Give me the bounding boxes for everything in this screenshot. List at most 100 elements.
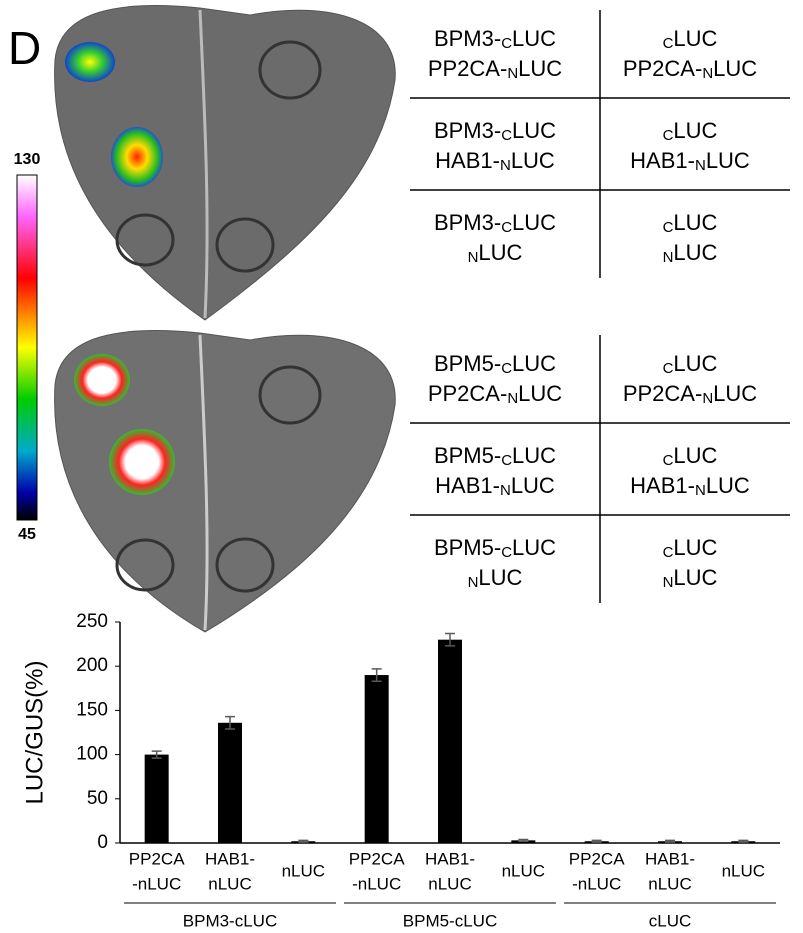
table-cell-line: CLUC bbox=[663, 535, 718, 562]
text-segment: PP2CA- bbox=[428, 381, 507, 406]
text-segment: PP2CA- bbox=[623, 381, 702, 406]
text-segment: PP2CA- bbox=[623, 56, 702, 81]
x-tick-label: PP2CA bbox=[569, 849, 625, 868]
x-tick-label: HAB1- bbox=[205, 849, 255, 868]
subscript: C bbox=[663, 452, 674, 469]
bar bbox=[218, 723, 242, 843]
x-tick-label: nLUC bbox=[282, 861, 325, 880]
x-tick-label: HAB1- bbox=[645, 849, 695, 868]
subscript: N bbox=[663, 249, 674, 266]
text-segment: LUC bbox=[478, 565, 522, 590]
leaf-bottom bbox=[55, 331, 396, 632]
subscript: C bbox=[663, 544, 674, 561]
bar bbox=[365, 675, 389, 843]
text-segment: LUC bbox=[512, 535, 556, 560]
text-segment: LUC bbox=[673, 535, 717, 560]
subscript: C bbox=[501, 35, 512, 52]
subscript: N bbox=[468, 574, 479, 591]
x-tick-label: nLUC bbox=[502, 861, 545, 880]
text-segment: LUC bbox=[706, 473, 750, 498]
text-segment: BPM3- bbox=[434, 118, 501, 143]
subscript: N bbox=[468, 249, 479, 266]
text-segment: PP2CA- bbox=[428, 56, 507, 81]
table-cell-line: HAB1-NLUC bbox=[630, 473, 750, 500]
subscript: C bbox=[501, 219, 512, 236]
table-cell-line: BPM3-CLUC bbox=[434, 210, 556, 237]
subscript: N bbox=[695, 157, 706, 174]
text-segment: LUC bbox=[713, 381, 757, 406]
table-cell-line: HAB1-NLUC bbox=[435, 148, 555, 175]
text-segment: LUC bbox=[673, 210, 717, 235]
x-tick-label: nLUC bbox=[648, 874, 691, 893]
x-tick-label: nLUC bbox=[208, 874, 251, 893]
table-cell-line: NLUC bbox=[663, 565, 718, 592]
subscript: C bbox=[663, 35, 674, 52]
y-axis-title: LUC/GUS(%) bbox=[21, 660, 48, 804]
text-segment: LUC bbox=[673, 118, 717, 143]
text-segment: LUC bbox=[511, 148, 555, 173]
text-segment: LUC bbox=[511, 473, 555, 498]
x-tick-label: PP2CA bbox=[129, 849, 185, 868]
y-tick-label: 100 bbox=[76, 744, 108, 765]
x-tick-label: nLUC bbox=[722, 861, 765, 880]
table-cell-line: BPM3-CLUC bbox=[434, 26, 556, 53]
subscript: N bbox=[500, 482, 511, 499]
y-tick-label: 50 bbox=[87, 788, 108, 809]
bar bbox=[145, 755, 169, 843]
table-cell-line: PP2CA-NLUC bbox=[623, 56, 757, 83]
text-segment: LUC bbox=[713, 56, 757, 81]
subscript: N bbox=[695, 482, 706, 499]
colorbar-max: 130 bbox=[14, 151, 41, 168]
figure: D 130 45 BPM3-CLUCPP2CA-NLUCCLUCPP2CA-NL… bbox=[0, 0, 803, 933]
subscript: N bbox=[500, 157, 511, 174]
colorbar-min: 45 bbox=[18, 526, 36, 543]
table-cell-line: PP2CA-NLUC bbox=[428, 381, 562, 408]
x-tick-label: -nLUC bbox=[352, 874, 401, 893]
text-segment: BPM3- bbox=[434, 26, 501, 51]
text-segment: LUC bbox=[518, 56, 562, 81]
subscript: N bbox=[663, 574, 674, 591]
text-segment: LUC bbox=[512, 118, 556, 143]
text-segment: BPM5- bbox=[434, 351, 501, 376]
y-tick-label: 250 bbox=[76, 611, 108, 632]
leaf-top bbox=[55, 6, 396, 320]
text-segment: LUC bbox=[478, 240, 522, 265]
subscript: C bbox=[501, 544, 512, 561]
table-cell-line: PP2CA-NLUC bbox=[428, 56, 562, 83]
subscript: N bbox=[507, 65, 518, 82]
table-cell-line: NLUC bbox=[468, 565, 523, 592]
text-segment: LUC bbox=[512, 351, 556, 376]
text-segment: LUC bbox=[673, 26, 717, 51]
text-segment: LUC bbox=[512, 210, 556, 235]
table-cell-line: NLUC bbox=[663, 240, 718, 267]
color-bar bbox=[17, 175, 37, 520]
table-cell-line: CLUC bbox=[663, 26, 718, 53]
text-segment: LUC bbox=[673, 240, 717, 265]
group-label: cLUC bbox=[649, 911, 692, 930]
text-segment: LUC bbox=[706, 148, 750, 173]
table-cell-line: HAB1-NLUC bbox=[630, 148, 750, 175]
x-tick-label: -nLUC bbox=[132, 874, 181, 893]
panel-label: D bbox=[8, 22, 41, 74]
table-cell-line: CLUC bbox=[663, 118, 718, 145]
text-segment: BPM3- bbox=[434, 210, 501, 235]
table-cell-line: BPM5-CLUC bbox=[434, 535, 556, 562]
y-tick-label: 150 bbox=[76, 699, 108, 720]
table-cell-line: HAB1-NLUC bbox=[435, 473, 555, 500]
text-segment: LUC bbox=[673, 351, 717, 376]
text-segment: LUC bbox=[512, 26, 556, 51]
text-segment: BPM5- bbox=[434, 443, 501, 468]
text-segment: LUC bbox=[518, 381, 562, 406]
subscript: C bbox=[501, 360, 512, 377]
subscript: C bbox=[501, 452, 512, 469]
group-label: BPM5-cLUC bbox=[403, 911, 497, 930]
subscript: C bbox=[663, 360, 674, 377]
subscript: C bbox=[663, 219, 674, 236]
text-segment: LUC bbox=[512, 443, 556, 468]
subscript: N bbox=[702, 65, 713, 82]
table-cell-line: CLUC bbox=[663, 443, 718, 470]
text-segment: LUC bbox=[673, 443, 717, 468]
table-cell-line: CLUC bbox=[663, 210, 718, 237]
x-tick-label: HAB1- bbox=[425, 849, 475, 868]
subscript: N bbox=[507, 390, 518, 407]
